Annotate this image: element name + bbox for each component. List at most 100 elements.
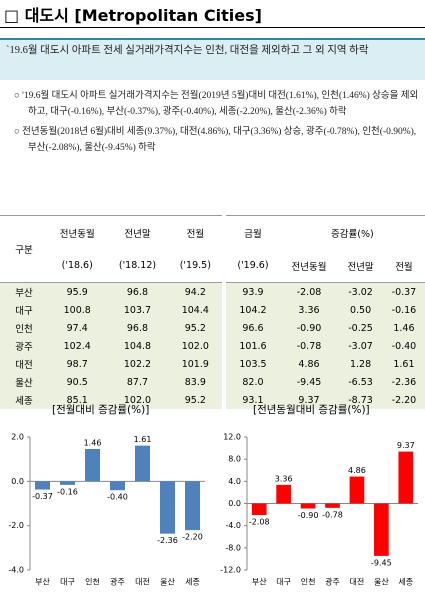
table-cell: 광주 xyxy=(0,337,48,355)
x-tick-label: 대전 xyxy=(135,577,150,587)
summary: `19.6월 대도시 아파트 전세 실거래가격지수는 인천, 대전을 제외하고 … xyxy=(0,38,425,80)
table-cell: 96.6 xyxy=(222,319,280,337)
bar xyxy=(85,448,100,482)
table-cell: 울산 xyxy=(0,373,48,391)
bar xyxy=(398,451,414,504)
table-cell: 95.2 xyxy=(168,319,225,337)
table-cell: 101.6 xyxy=(222,337,280,355)
data-label: -9.45 xyxy=(371,558,392,567)
bar xyxy=(300,503,316,509)
table-cell: -0.16 xyxy=(382,301,425,319)
y-tick-label: -12.0 xyxy=(220,566,241,575)
table-cell: 103.5 xyxy=(222,355,280,373)
bar xyxy=(374,503,389,556)
y-tick-label: 0.0 xyxy=(228,499,241,508)
bar xyxy=(35,481,50,490)
table-row: 울산 90.5 87.7 83.9 82.0 -9.45 -6.53 -2.36 xyxy=(0,373,425,391)
table-cell: 90.5 xyxy=(48,373,107,391)
table-cell: 100.8 xyxy=(48,301,107,319)
bullet-text: 전년동월(2018년 6월)대비 세종(9.37%), 대전(4.86%), 대… xyxy=(22,127,417,153)
table-cell: -2.36 xyxy=(382,373,425,391)
bar xyxy=(349,476,365,504)
table-cell: 93.1 xyxy=(222,391,280,409)
chart: -12.0 -8.0 -4.0 0.0 4.0 8.0 12.0 -2.08 부산 3.36 대구 -… xyxy=(220,433,418,587)
table-cell: 85.1 xyxy=(48,391,107,409)
table-cell: 대전 xyxy=(0,355,48,373)
header-cell: 전월 xyxy=(382,249,425,283)
chart-title: [전월대비 증감률(%)] xyxy=(52,404,150,416)
y-tick-label: -2.0 xyxy=(8,521,24,530)
header-cell: ('18.12) xyxy=(106,249,169,283)
table-cell: -0.78 xyxy=(279,337,339,355)
x-tick-label: 광주 xyxy=(110,577,125,587)
table-cell: 98.7 xyxy=(48,355,107,373)
table-row: 광주 102.4 104.8 102.0 101.6 -0.78 -3.07 -0.40 xyxy=(0,337,425,355)
table-row: 세종 85.1 102.0 95.2 93.1 9.37 -8.73 -2.20 xyxy=(0,391,425,409)
x-tick-label: 광주 xyxy=(325,577,340,587)
table-row: 부산 95.9 96.8 94.2 93.9 -2.08 -3.02 -0.37 xyxy=(0,282,425,301)
y-tick-label: 2.0 xyxy=(11,433,24,442)
header-cell: ('19.6) xyxy=(222,249,280,283)
x-tick-label: 울산 xyxy=(160,577,175,587)
y-tick-label: 12.0 xyxy=(223,433,241,442)
x-tick-label: 세종 xyxy=(398,578,413,587)
rule xyxy=(0,27,425,28)
table-cell: 83.9 xyxy=(168,373,225,391)
table-row: 인천 97.4 96.8 95.2 96.6 -0.90 -0.25 1.46 xyxy=(0,319,425,337)
table-cell: 104.4 xyxy=(168,301,225,319)
table-cell: 104.8 xyxy=(106,337,169,355)
table-cell: 94.2 xyxy=(168,282,225,301)
bar xyxy=(160,481,175,534)
chart: -4.0 -2.0 0.0 2.0 -0.37 부산 -0.16 대구 1.46 인천 -0.40 광… xyxy=(8,433,205,587)
bar xyxy=(135,445,150,482)
table-row: 구분 전년동월 전년말 전월 금월 증감률(%) xyxy=(0,215,425,283)
table-cell: 93.9 xyxy=(222,282,280,301)
table-cell: -3.02 xyxy=(338,282,383,301)
bar xyxy=(251,503,267,516)
table-cell: 96.8 xyxy=(106,282,169,301)
header-cell: 증감률(%) xyxy=(279,215,425,249)
table: 구분 전년동월 전년말 전월 금월 증감률(%) ('18.6) ('18.12) ('19.5… xyxy=(0,215,425,409)
header-cell: 금월 xyxy=(222,215,280,249)
table-cell: -6.53 xyxy=(338,373,383,391)
data-label: -2.20 xyxy=(182,533,203,542)
y-tick-label: -4.0 xyxy=(225,521,241,530)
table-row: 대구 100.8 103.7 104.4 104.2 3.36 0.50 -0.16 xyxy=(0,301,425,319)
table-cell: 9.37 xyxy=(279,391,339,409)
table-cell: 104.2 xyxy=(222,301,280,319)
table-cell: -9.45 xyxy=(279,373,339,391)
table-cell: 95.9 xyxy=(48,282,107,301)
data-label: 1.46 xyxy=(84,438,102,447)
header-cell: 전년말 xyxy=(338,249,383,283)
table-cell: -3.07 xyxy=(338,337,383,355)
table-cell: 대구 xyxy=(0,301,48,319)
table-cell: 1.61 xyxy=(382,355,425,373)
table-cell: 87.7 xyxy=(106,373,169,391)
table-cell: 0.50 xyxy=(338,301,383,319)
x-tick-label: 부산 xyxy=(252,577,267,587)
x-tick-label: 대구 xyxy=(276,578,291,587)
table-cell: 102.0 xyxy=(106,391,169,409)
table-cell: 102.4 xyxy=(48,337,107,355)
y-tick-label: 0.0 xyxy=(11,477,24,486)
data-label: -2.08 xyxy=(249,518,270,527)
x-tick-label: 대구 xyxy=(60,578,75,587)
y-tick-label: 8.0 xyxy=(228,455,241,464)
table-cell: 인천 xyxy=(0,319,48,337)
bar xyxy=(185,481,200,531)
x-tick-label: 인천 xyxy=(85,577,100,587)
header-cell: 전월 xyxy=(168,215,225,249)
data-label: 9.37 xyxy=(397,441,415,450)
data-label: -0.78 xyxy=(322,510,343,519)
table-cell: 101.9 xyxy=(168,355,225,373)
data-label: -0.37 xyxy=(32,492,53,501)
title: □ 대도시 [Metropolitan Cities] xyxy=(4,6,262,25)
data-label: -0.90 xyxy=(298,511,319,520)
bar xyxy=(276,484,291,504)
table-cell: 1.46 xyxy=(382,319,425,337)
table-cell: 82.0 xyxy=(222,373,280,391)
data-label: -0.16 xyxy=(57,487,78,496)
x-tick-label: 대전 xyxy=(350,577,365,587)
table-cell: 세종 xyxy=(0,391,48,409)
